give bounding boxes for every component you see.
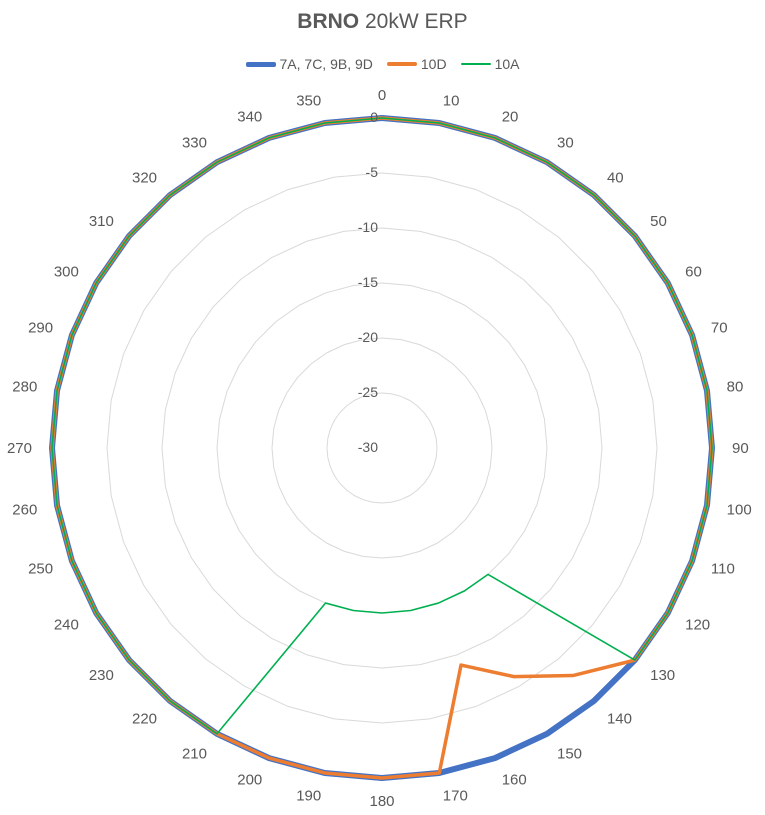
chart-title-rest: 20kW ERP [364,10,468,33]
angle-label-300: 300 [54,264,79,281]
angle-label-90: 90 [732,440,749,457]
angle-label-290: 290 [28,319,53,336]
angle-label-210: 210 [182,746,207,763]
chart-title-bold: BRNO [297,10,360,33]
radial-tick-label-4: -20 [358,329,378,345]
angle-label-30: 30 [557,134,574,151]
legend-swatch-series-1 [245,61,276,67]
series-line-3 [51,117,713,735]
radial-tick-label-2: -10 [358,219,378,235]
angle-label-240: 240 [54,617,79,634]
angle-label-140: 140 [607,710,632,727]
grid-ring-1 [106,172,658,724]
legend-label-series-2: 10D [420,56,447,72]
angle-label-70: 70 [711,319,728,336]
radial-tick-label-1: -5 [366,164,379,180]
angle-label-270: 270 [7,440,32,457]
legend-label-series-1: 7A, 7C, 9B, 9D [279,56,373,72]
angle-label-130: 130 [650,667,675,684]
angle-label-310: 310 [89,213,114,230]
angle-label-250: 250 [28,561,53,578]
radial-tick-label-6: -30 [358,439,378,455]
angle-label-330: 330 [182,134,207,151]
angle-label-10: 10 [443,92,460,109]
grid-ring-3 [216,282,548,614]
angle-label-190: 190 [296,788,321,805]
grid-ring-4 [271,337,493,559]
angle-label-340: 340 [237,108,262,125]
angle-label-50: 50 [650,213,667,230]
angle-label-100: 100 [727,501,752,518]
angle-label-260: 260 [12,501,37,518]
angle-label-280: 280 [12,379,37,396]
legend-item-series-2: 10D [386,56,447,72]
legend-item-series-1: 7A, 7C, 9B, 9D [245,56,373,72]
angle-label-150: 150 [557,746,582,763]
legend-label-series-3: 10A [494,56,520,72]
grid-ring-2 [161,227,603,669]
angle-label-220: 220 [132,710,157,727]
angle-label-20: 20 [502,108,519,125]
grid-ring-5 [326,392,438,504]
radial-tick-label-0: 0 [370,109,378,125]
legend-item-series-3: 10A [460,56,520,72]
legend-swatch-series-3 [460,63,491,65]
angle-label-170: 170 [443,788,468,805]
angle-label-350: 350 [296,92,321,109]
radial-tick-label-5: -25 [358,384,378,400]
angle-label-180: 180 [369,793,394,810]
angle-label-320: 320 [132,170,157,187]
angle-label-0: 0 [378,87,386,104]
angle-label-40: 40 [607,170,624,187]
radial-tick-label-3: -15 [358,274,378,290]
series-line-1 [49,115,715,781]
chart-legend: 7A, 7C, 9B, 9D 10D 10A [0,56,765,72]
angle-label-230: 230 [89,667,114,684]
angle-label-160: 160 [502,772,527,789]
angle-label-60: 60 [685,264,702,281]
angle-label-200: 200 [237,772,262,789]
legend-swatch-series-2 [386,62,417,66]
chart-title: BRNO 20kW ERP [0,10,765,34]
angle-label-80: 80 [727,379,744,396]
angle-label-120: 120 [685,617,710,634]
angle-label-110: 110 [711,561,735,578]
